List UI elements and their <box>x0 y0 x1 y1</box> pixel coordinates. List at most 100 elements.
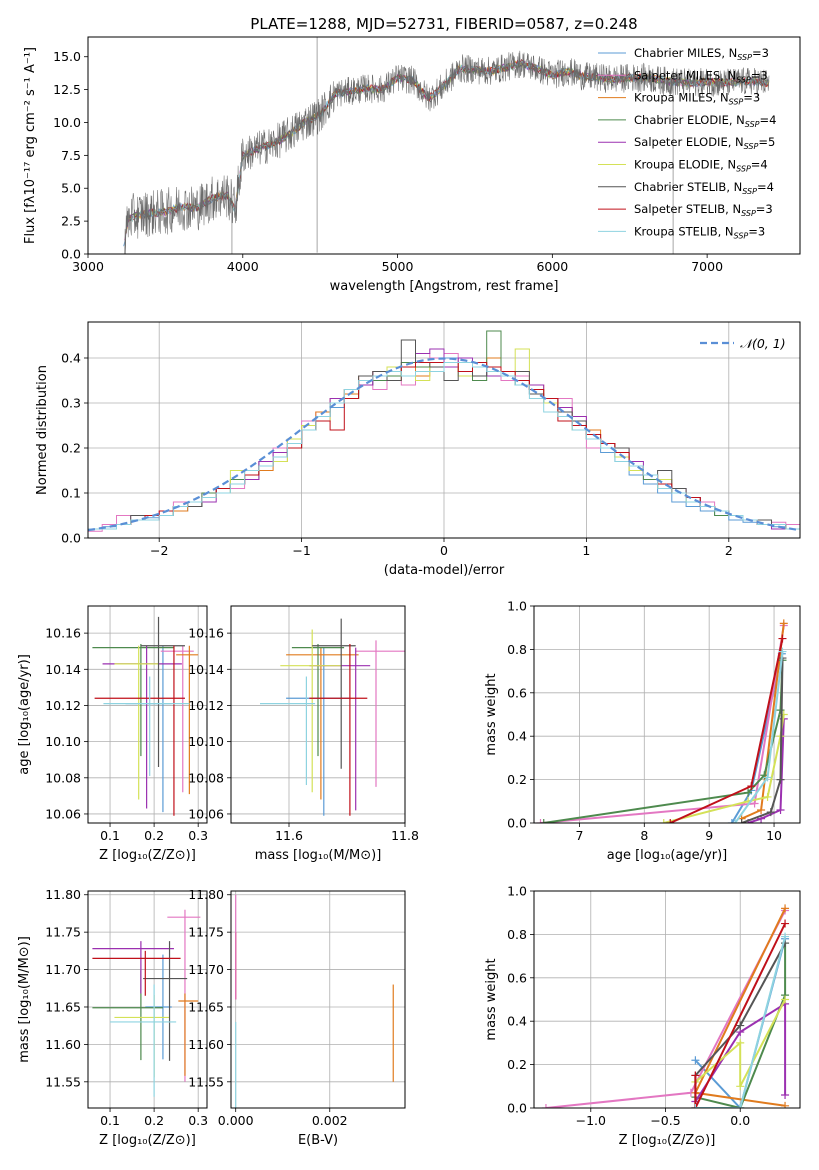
legend-subscript: SSP <box>744 142 759 151</box>
legend-entry: Kroupa ELODIE, NSSP=4 <box>634 158 768 174</box>
panel-mass_vs_EBV: 0.000 0.002 11.55 11.60 11.65 11.70 11.75 11.80… <box>188 887 406 1148</box>
legend-subscript: SSP <box>745 120 760 129</box>
panel-age_vs_Z: 0.1 0.2 0.3 10.06 10.08 10.10 10.12 10.14 10.16 Z… <box>17 605 208 863</box>
y-tick-label: 11.65 <box>45 999 81 1014</box>
x-axis-label: mass [log₁₀(M/M⊙)] <box>255 848 382 863</box>
legend-label: Chabrier STELIB, N <box>634 180 742 194</box>
mass-weight-marker <box>736 1082 745 1091</box>
axes-frame <box>87 890 208 1109</box>
y-tick-label: 10.16 <box>45 626 81 641</box>
y-axis-label: Normed distribution <box>35 365 50 495</box>
y-tick-label: 0.4 <box>507 729 527 744</box>
x-tick-label: 7000 <box>691 259 723 274</box>
legend-entry: Chabrier ELODIE, NSSP=4 <box>634 113 776 129</box>
mass-weight-marker <box>541 1104 550 1108</box>
y-tick-label: 11.70 <box>45 962 81 977</box>
y-tick-label: 10.12 <box>188 698 224 713</box>
axes-frame <box>230 605 406 824</box>
x-tick-label: 0.1 <box>100 828 120 843</box>
mass-weight-marker <box>778 634 787 643</box>
x-axis-label: E(B-V) <box>298 1133 338 1148</box>
plot-area <box>88 322 800 538</box>
legend-label: Kroupa ELODIE, N <box>634 158 736 172</box>
y-tick-label: 2.5 <box>61 214 81 229</box>
mass-weight-line <box>695 936 787 1108</box>
x-tick-label: 3000 <box>72 259 104 274</box>
y-tick-label: 0.0 <box>61 531 81 546</box>
mass-weight-marker <box>776 706 785 715</box>
mass-weight-marker <box>666 819 675 823</box>
x-tick-label: 9 <box>705 828 713 843</box>
y-tick-label: 11.80 <box>45 887 81 902</box>
x-tick-label: 0.3 <box>188 1113 208 1128</box>
plot-area <box>123 37 770 254</box>
panel-age_vs_mass: 11.6 11.8 10.06 10.08 10.10 10.12 10.14 10.16 ma… <box>188 605 419 863</box>
y-tick-label: 12.5 <box>53 82 81 97</box>
mass-weight-marker <box>691 1071 700 1080</box>
panel-spectrum: 3000 4000 5000 6000 7000 0.0 2.5 5.0 7.5 10.0 12.5… <box>23 36 801 294</box>
axes-frame <box>230 890 406 1109</box>
y-tick-label: 5.0 <box>61 181 81 196</box>
plot-area <box>534 891 800 1108</box>
x-tick-label: 0.3 <box>188 828 208 843</box>
plot-area <box>231 606 405 823</box>
y-tick-label: 10.14 <box>188 662 224 677</box>
mass-weight-marker <box>736 1104 745 1108</box>
y-tick-label: 10.06 <box>188 806 224 821</box>
legend-label: Salpeter ELODIE, N <box>634 135 744 149</box>
y-tick-label: 10.10 <box>188 734 224 749</box>
legend-entry: Chabrier STELIB, NSSP=4 <box>634 180 774 196</box>
mass-weight-marker <box>757 805 766 814</box>
y-tick-label: 0.4 <box>507 1014 527 1029</box>
y-tick-label: 10.08 <box>45 770 81 785</box>
y-tick-label: 11.55 <box>188 1074 224 1089</box>
x-tick-label: 0.2 <box>144 1113 164 1128</box>
legend-label: Salpeter STELIB, N <box>634 202 741 216</box>
panel-mass_vs_Z: 0.1 0.2 0.3 11.55 11.60 11.65 11.70 11.75 11.80 Z… <box>17 887 208 1148</box>
spectrum-legend: Chabrier MILES, NSSP=3 Salpeter MILES, NS… <box>598 46 776 240</box>
x-axis-label: Z [log₁₀(Z/Z⊙)] <box>619 1133 716 1148</box>
y-axis-label: age [log₁₀(age/yr)] <box>17 654 32 775</box>
mass-weight-line <box>741 658 784 823</box>
mass-weight-marker <box>744 788 753 797</box>
y-axis-label: mass [log₁₀(M/M⊙)] <box>17 936 32 1063</box>
y-tick-label: 10.16 <box>188 626 224 641</box>
legend-subscript: SSP <box>741 209 756 218</box>
y-tick-label: 11.70 <box>188 962 224 977</box>
legend-tail: =3 <box>756 202 773 216</box>
y-tick-label: 1.0 <box>507 884 527 899</box>
mass-weight-marker <box>781 995 790 1004</box>
legend-tail: =4 <box>760 113 777 127</box>
x-tick-label: 2 <box>725 543 733 558</box>
x-tick-label: 0.1 <box>100 1113 120 1128</box>
mass-weight-line <box>695 943 787 1108</box>
y-tick-label: 10.0 <box>53 115 81 130</box>
legend-entry: Salpeter MILES, NSSP=3 <box>634 68 768 84</box>
legend-entry: Salpeter ELODIE, NSSP=5 <box>634 135 775 151</box>
x-tick-label: 7 <box>575 828 583 843</box>
legend-entry: Kroupa STELIB, NSSP=3 <box>634 224 765 240</box>
plot-area <box>88 606 207 823</box>
y-tick-label: 0.3 <box>61 396 81 411</box>
y-tick-label: 10.14 <box>45 662 81 677</box>
y-tick-label: 0.4 <box>61 351 81 366</box>
mass-weight-marker <box>731 819 740 823</box>
legend-subscript: SSP <box>737 53 752 62</box>
x-axis-label: Z [log₁₀(Z/Z⊙)] <box>99 1133 196 1148</box>
x-tick-label: 8 <box>640 828 648 843</box>
mass-weight-marker <box>781 1101 790 1108</box>
mass-weight-marker <box>736 1038 745 1047</box>
legend-entry: Chabrier MILES, NSSP=3 <box>634 46 769 62</box>
y-tick-label: 1.0 <box>507 599 527 614</box>
x-axis-label: age [log₁₀(age/yr)] <box>607 848 728 863</box>
legend-label: Kroupa STELIB, N <box>634 224 734 238</box>
mass-weight-marker <box>659 819 668 823</box>
mass-weight-marker <box>747 782 756 791</box>
y-tick-label: 0.0 <box>61 247 81 262</box>
y-tick-label: 0.2 <box>61 441 81 456</box>
x-tick-label: 10 <box>766 828 782 843</box>
mass-weight-line <box>694 923 786 1108</box>
mass-weight-marker <box>781 919 790 928</box>
x-axis-label: wavelength [Angstrom, rest frame] <box>330 279 559 294</box>
